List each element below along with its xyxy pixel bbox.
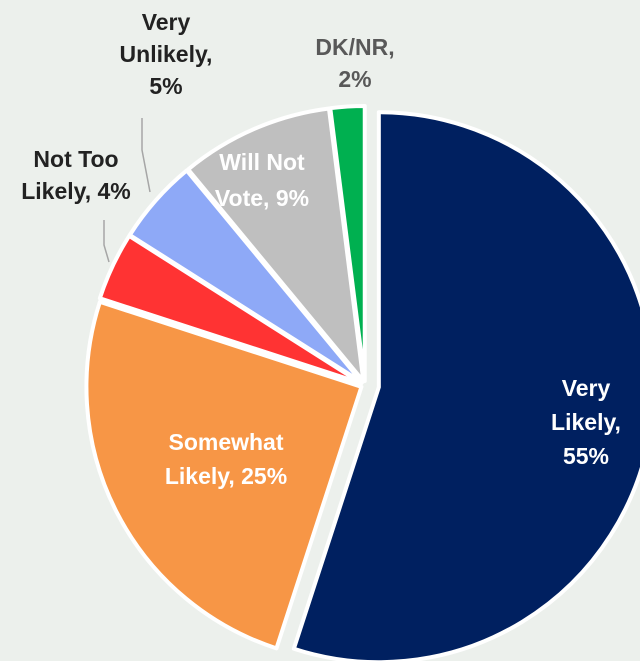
slice-label-line: Vote, 9% [215,185,309,211]
slice-label-line: Likely, 4% [21,178,131,204]
slice-label-line: Unlikely, [120,41,213,67]
slice-label-dk-nr: DK/NR, 2% [315,34,394,92]
slice-label-line: Somewhat [168,429,283,455]
pie-slice-will-not-vote [186,106,366,384]
slice-label-line: Will Not [219,149,305,175]
leader-line-not-too-likely [103,220,110,263]
pie-slice-somewhat-likely [84,299,364,651]
slice-label-line: Likely, 25% [165,463,287,489]
pie-slice-dk-nr [328,104,367,384]
pie-slice-very-likely [291,110,640,661]
slice-label-line: Very [142,9,191,35]
slice-label-line: 55% [563,443,609,469]
slice-label-line: Likely, [551,409,621,435]
pie-slices [84,104,640,661]
slice-label-very-unlikely: Very Unlikely, 5% [120,9,213,99]
slice-label-very-likely: Very Likely, 55% [551,375,621,469]
slice-label-line: 5% [149,73,182,99]
slice-label-line: Not Too [33,146,118,172]
slice-label-not-too-likely: Not Too Likely, 4% [21,146,131,204]
slice-labels: Very Likely, 55% Somewhat Likely, 25% Not Too… [21,9,621,489]
leader-lines [103,118,151,263]
slice-label-line: Very [562,375,611,401]
slice-label-somewhat-likely: Somewhat Likely, 25% [165,429,287,489]
slice-label-line: 2% [338,66,371,92]
leader-line-very-unlikely [141,118,151,193]
slice-label-line: DK/NR, [315,34,394,60]
slice-label-will-not-vote: Will Not Vote, 9% [215,149,309,211]
